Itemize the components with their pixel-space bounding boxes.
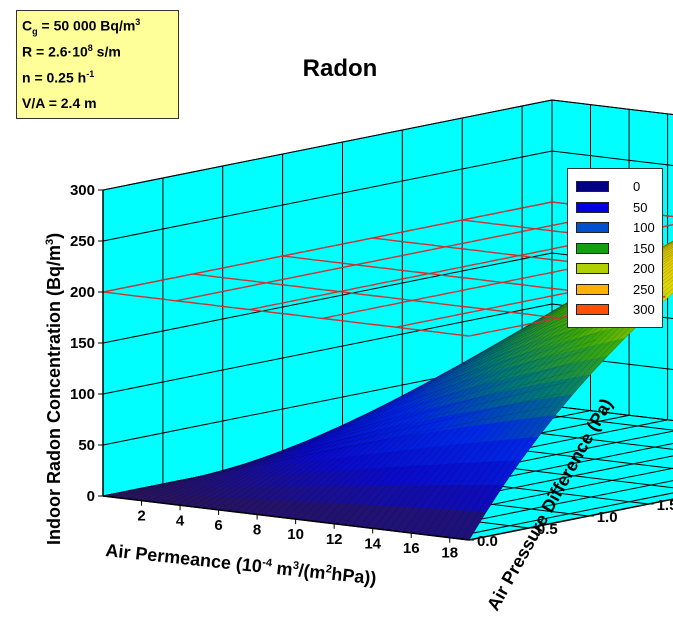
surface-mesh-line <box>110 393 560 498</box>
x-tick-label: 4 <box>176 512 185 529</box>
legend-swatch <box>576 263 609 274</box>
surface-mesh-line <box>139 349 589 501</box>
surface-mesh-line <box>102 405 553 497</box>
x-tick-label: 2 <box>137 508 145 525</box>
surface-mesh-line <box>190 287 640 507</box>
y-axis-ticks: 0.00.51.01.52.02.53.03.5 <box>469 497 673 550</box>
x-axis-unit-mid1: m <box>271 558 294 580</box>
parameter-box: Cg = 50 000 Bq/m3 R = 2.6·108 s/m n = 0.… <box>16 10 179 119</box>
surface-cell <box>669 262 673 266</box>
param-va: V/A = 2.4 m <box>22 95 97 111</box>
wall-grid-x <box>449 492 673 539</box>
x-axis-unit-close: hPa)) <box>330 564 377 589</box>
surface-mesh-line <box>154 329 604 503</box>
z-axis-title-sup: 3 <box>44 239 56 245</box>
z-tick-label: 150 <box>70 335 95 352</box>
param-cg: Cg = 50 000 Bq/m3 <box>22 17 141 37</box>
surface-mesh-line <box>446 279 673 538</box>
z-tick-label: 50 <box>78 437 95 454</box>
x-tick-label: 16 <box>403 540 420 557</box>
legend-label: 100 <box>633 220 655 235</box>
surface-mesh-line <box>176 303 626 506</box>
x-tick-label: 14 <box>364 535 381 552</box>
legend-swatch <box>576 222 609 233</box>
surface-mesh-line <box>300 240 673 521</box>
x-axis-unit-open: (10 <box>235 554 263 577</box>
surface-mesh-line <box>124 370 575 499</box>
surface-mesh-line <box>183 295 633 506</box>
surface-mesh-line <box>132 359 582 500</box>
x-axis-unit-exp3: 2 <box>325 563 332 576</box>
x-tick-label: 6 <box>214 517 222 534</box>
legend-swatch <box>576 242 609 254</box>
surface-mesh-line <box>117 381 567 499</box>
x-axis-unit-mid2: /(m <box>298 560 327 583</box>
legend-label: 50 <box>633 199 648 215</box>
legend-swatch <box>576 201 609 213</box>
z-tick-label: 200 <box>70 284 95 301</box>
legend-swatch <box>576 304 609 315</box>
x-axis-line <box>102 495 470 541</box>
reference-grid-line-x <box>102 201 553 293</box>
param-n: n = 0.25 h-1 <box>22 69 95 86</box>
z-tick-label: 100 <box>70 386 95 403</box>
surface-mesh-line <box>461 288 673 540</box>
z-axis-title-text: Indoor Radon Concentration (Bq/m <box>44 245 64 545</box>
x-tick-label: 12 <box>326 531 343 548</box>
legend-label: 200 <box>633 261 655 276</box>
z-tick-label: 300 <box>70 182 95 199</box>
surface-mesh-line <box>146 339 596 502</box>
reference-grid-line-x <box>176 210 626 302</box>
z-axis-title: Indoor Radon Concentration (Bq/m3) <box>44 233 64 545</box>
surface-mesh-line <box>468 292 673 541</box>
surface-mesh-line <box>161 320 611 504</box>
y-tick-label: 1.0 <box>597 509 618 526</box>
wall-grid-x <box>372 467 673 529</box>
x-axis-title-text: Air Permeance <box>105 540 232 573</box>
wall-grid-z <box>102 99 673 191</box>
x-axis-unit-exp2: 3 <box>292 560 299 573</box>
legend-swatch <box>576 181 609 192</box>
legend-label: 0 <box>633 179 641 194</box>
y-tick-label: 1.5 <box>657 497 673 514</box>
legend-label: 250 <box>633 281 655 297</box>
x-tick-label: 18 <box>441 545 458 562</box>
surface-mesh-line <box>307 240 673 521</box>
surface-mesh-line <box>315 240 673 522</box>
param-r: R = 2.6·108 s/m <box>22 43 121 60</box>
y-tick-label: 0.5 <box>537 521 558 538</box>
legend-label: 300 <box>633 302 655 317</box>
surface-mesh-line <box>322 241 673 523</box>
surface-mesh-line <box>293 240 673 520</box>
surface-mesh-line <box>336 243 673 525</box>
y-axis-line <box>468 498 673 541</box>
x-axis-unit-exp1: -4 <box>262 557 274 570</box>
x-tick-label: 8 <box>253 522 261 539</box>
legend-label: 150 <box>633 240 655 256</box>
surface-mesh-line <box>168 311 619 505</box>
reference-grid-line-y <box>102 291 470 337</box>
wall-grid-z <box>102 150 673 242</box>
legend-swatch <box>576 283 609 295</box>
y-tick-label: 0.0 <box>477 533 498 550</box>
z-tick-label: 0 <box>87 488 95 505</box>
wall-grid-z <box>102 303 673 395</box>
reference-grid-line-y <box>192 273 559 319</box>
x-tick-label: 10 <box>287 526 304 543</box>
x-axis-ticks: 2 4 6 8 10 12 14 16 18 <box>137 500 458 562</box>
z-axis-ticks: 0 50 100 150 200 250 300 <box>70 182 103 505</box>
wall-grid-z <box>102 252 673 344</box>
legend: 0 50 100 150 200 250 300 <box>567 168 663 328</box>
chart-title: Radon <box>303 55 378 82</box>
surface-mesh-line <box>329 242 673 524</box>
wall-grid-x <box>411 480 673 534</box>
z-tick-label: 250 <box>70 233 95 250</box>
z-axis-title-close: ) <box>44 233 64 239</box>
surface-mesh-line <box>454 283 673 539</box>
surface-mesh-line <box>439 276 673 537</box>
